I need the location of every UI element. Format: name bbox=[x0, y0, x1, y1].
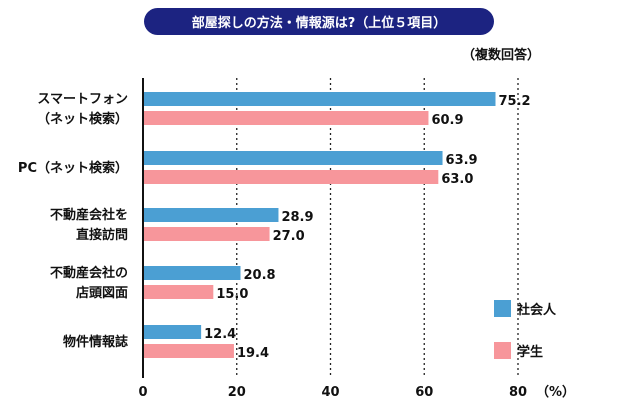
bar-gakusei bbox=[144, 344, 234, 358]
data-label: 19.4 bbox=[237, 346, 269, 361]
bar-shakaijin bbox=[144, 266, 241, 280]
x-unit-label: （%） bbox=[536, 384, 575, 400]
data-label: 12.4 bbox=[204, 327, 236, 342]
data-label: 63.9 bbox=[446, 153, 478, 168]
legend-swatch bbox=[494, 300, 511, 317]
bar-gakusei bbox=[144, 170, 439, 184]
category-label: 直接訪問 bbox=[76, 227, 128, 243]
chart-title: 部屋探しの方法・情報源は?（上位５項目） bbox=[144, 8, 494, 35]
legend-label: 社会人 bbox=[516, 302, 557, 318]
category-label: 店頭図面 bbox=[76, 285, 128, 301]
x-tick-label: 60 bbox=[415, 385, 433, 400]
bar-shakaijin bbox=[144, 92, 496, 106]
data-label: 27.0 bbox=[273, 229, 305, 244]
bar-shakaijin bbox=[144, 151, 443, 165]
legend-label: 学生 bbox=[517, 344, 543, 360]
bar-gakusei bbox=[144, 285, 214, 299]
data-label: 28.9 bbox=[281, 210, 313, 225]
category-label: PC（ネット検索） bbox=[18, 160, 128, 176]
bar-shakaijin bbox=[144, 208, 279, 222]
category-label: 不動産会社を bbox=[50, 207, 128, 223]
x-tick-label: 40 bbox=[321, 385, 339, 400]
category-label: （ネット検索） bbox=[37, 111, 128, 127]
legend-swatch bbox=[494, 342, 511, 359]
x-tick-label: 80 bbox=[509, 385, 527, 400]
x-tick-label: 20 bbox=[228, 385, 246, 400]
multiple-answers-note: （複数回答） bbox=[462, 48, 541, 63]
data-label: 75.2 bbox=[499, 94, 531, 109]
bar-gakusei bbox=[144, 227, 270, 241]
bar-gakusei bbox=[144, 111, 429, 125]
bar-shakaijin bbox=[144, 325, 202, 339]
data-label: 15.0 bbox=[216, 287, 248, 302]
category-label: 不動産会社の bbox=[50, 265, 128, 281]
data-label: 20.8 bbox=[244, 268, 276, 283]
category-label: スマートフォン bbox=[37, 92, 128, 107]
data-label: 63.0 bbox=[441, 172, 473, 187]
x-tick-label: 0 bbox=[138, 385, 147, 400]
category-label: 物件情報誌 bbox=[63, 334, 128, 350]
data-label: 60.9 bbox=[431, 113, 463, 128]
